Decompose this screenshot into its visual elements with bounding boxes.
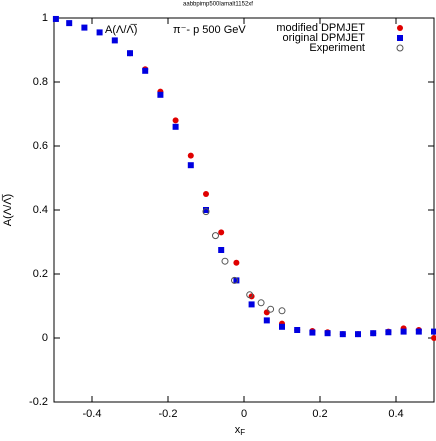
marker (202, 208, 210, 216)
y-tick-label: 0.6 (33, 140, 48, 152)
legend-marker (397, 35, 403, 41)
x-tick-label: 0.4 (388, 408, 403, 420)
marker (278, 307, 286, 315)
y-tick-label: 1 (42, 12, 48, 24)
x-axis-label: xF (235, 424, 246, 436)
annotation: A(Λ/Λ̅) (105, 24, 138, 36)
marker (111, 37, 118, 44)
marker (218, 229, 225, 236)
x-tick-label: 0.2 (312, 408, 327, 420)
plot-frame (53, 17, 435, 403)
marker (172, 123, 179, 130)
marker (263, 309, 270, 316)
y-tick-label: -0.2 (29, 396, 48, 408)
marker (221, 257, 229, 265)
marker (203, 207, 209, 213)
marker (248, 293, 255, 300)
marker (218, 247, 225, 253)
marker (431, 328, 436, 335)
marker (257, 299, 265, 307)
marker (355, 331, 361, 338)
marker (385, 329, 392, 336)
marker (187, 162, 194, 169)
x-axis-label-sub: F (240, 428, 245, 436)
chart-title: aabbpimp500lamalt1152xf (183, 2, 253, 8)
annotation: π⁻- p 500 GeV (173, 24, 246, 36)
marker (157, 91, 164, 98)
marker (248, 301, 255, 308)
y-tick-label: 0.8 (33, 76, 48, 88)
y-tick-label: 0.2 (33, 268, 48, 280)
marker (246, 291, 254, 299)
legend-marker (396, 44, 404, 52)
marker (267, 305, 275, 313)
marker (339, 331, 346, 338)
marker (172, 117, 179, 124)
marker (127, 50, 133, 57)
marker (81, 24, 88, 31)
legend-label: Experiment (309, 42, 365, 54)
marker (370, 330, 377, 337)
y-tick-label: 0 (42, 332, 48, 344)
x-tick-label: -0.2 (159, 408, 178, 420)
marker (294, 327, 301, 333)
legend-marker (397, 25, 403, 31)
marker (212, 232, 219, 240)
marker (324, 330, 331, 337)
marker (279, 323, 285, 330)
y-axis-label: A(Λ/Λ̅) (2, 193, 14, 226)
marker (263, 317, 270, 324)
marker (415, 328, 422, 335)
marker (309, 329, 316, 336)
marker (233, 259, 240, 266)
marker (96, 29, 103, 36)
marker (142, 67, 149, 74)
marker (233, 277, 240, 284)
marker (431, 335, 436, 341)
x-tick-label: 0 (241, 408, 247, 420)
x-tick-label: -0.4 (83, 408, 102, 420)
marker (231, 276, 238, 284)
marker (66, 20, 73, 27)
marker (203, 191, 209, 197)
marker (400, 328, 407, 335)
legend-label: original DPMJET (282, 32, 365, 44)
marker (52, 15, 59, 22)
legend-label: modified DPMJET (276, 22, 365, 34)
x-axis-label-main: x (235, 424, 241, 436)
marker (187, 152, 194, 159)
y-tick-label: 0.4 (33, 204, 48, 216)
